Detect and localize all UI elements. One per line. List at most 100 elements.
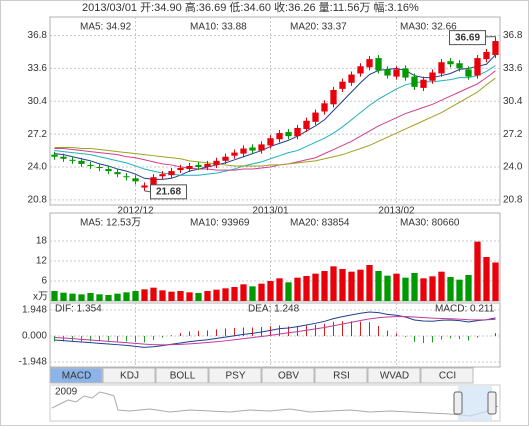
tab[interactable] [155, 367, 209, 384]
tab[interactable] [49, 367, 103, 384]
candle-body [357, 66, 364, 74]
candle-body [375, 58, 382, 71]
candle-body [438, 62, 445, 74]
callout-label: 21.68 [156, 186, 181, 197]
volume-bar [402, 277, 409, 301]
volume-bar [357, 269, 364, 301]
tab-label[interactable]: CCI [439, 371, 456, 382]
y-tick-label: 30.4 [28, 96, 48, 107]
legend-entry: DEA: 1.248 [248, 304, 300, 315]
volume-bar [294, 277, 301, 301]
candle-body [258, 144, 265, 151]
tab-label[interactable]: PSY [225, 371, 245, 382]
y-tick-label: 33.6 [28, 63, 48, 74]
volume-bar [78, 294, 85, 301]
candle-body [132, 178, 139, 182]
volume-bar [321, 271, 328, 301]
y-tick-label: 36.8 [503, 30, 523, 41]
navigator-line [51, 391, 499, 417]
legend-entry: MA10: 33.88 [190, 22, 247, 33]
candle-body [213, 160, 220, 165]
tab-label[interactable]: KDJ [120, 371, 139, 382]
legend-entry: MACD: 0.211 [435, 304, 495, 315]
y-tick-label: 0.000 [22, 331, 47, 342]
navigator-window[interactable] [458, 386, 492, 420]
volume-bar [60, 292, 67, 301]
candle-body [483, 51, 490, 60]
navigator-handle[interactable] [453, 391, 463, 415]
ma-line [54, 77, 496, 167]
candle-body [492, 41, 499, 56]
callout-line [144, 190, 151, 193]
volume-bar [114, 293, 121, 301]
macd-line [54, 311, 496, 348]
macd-frame [49, 302, 501, 368]
y-tick-label: 30.4 [503, 96, 523, 107]
candle-body [276, 133, 283, 140]
candle-body [123, 176, 130, 178]
legend-entry: DIF: 1.354 [55, 304, 102, 315]
volume-bar [348, 271, 355, 301]
volume-bar [240, 284, 247, 301]
tab[interactable] [261, 367, 315, 384]
volume-bar [186, 292, 193, 301]
candle-body [447, 61, 454, 65]
volume-bar [429, 276, 436, 301]
candle-body [168, 171, 175, 176]
candle-body [393, 69, 400, 77]
volume-bar [285, 282, 292, 301]
volume-bar [141, 289, 148, 301]
candle-body [87, 164, 94, 166]
volume-bar [375, 271, 382, 301]
volume-bar [222, 288, 229, 301]
candle-body [231, 152, 238, 156]
candle-body [222, 156, 229, 161]
tab-label[interactable]: RSI [333, 371, 350, 382]
tab-label[interactable]: OBV [278, 371, 299, 382]
y-tick-label: 12 [36, 256, 48, 267]
callout-label: 36.69 [455, 32, 480, 43]
candle-body [465, 69, 472, 77]
candle-body [96, 166, 103, 169]
y-tick-label: -1.948 [19, 357, 48, 368]
x-tick-label: 2013/01 [252, 206, 289, 217]
volume-bar [168, 291, 175, 301]
volume-bar [339, 269, 346, 301]
tab-label[interactable]: WVAD [380, 371, 409, 382]
tab[interactable] [314, 367, 368, 384]
volume-bar [159, 290, 166, 301]
volume-bar [438, 271, 445, 301]
candle-body [420, 79, 427, 88]
tab[interactable] [367, 367, 421, 384]
volume-bar [465, 275, 472, 301]
candle-body [411, 76, 418, 87]
volume-bar [150, 287, 157, 301]
tab-label[interactable]: MACD [62, 371, 91, 382]
y-tick-label: 1.948 [22, 305, 47, 316]
volume-bar [330, 266, 337, 301]
legend-entry: MA5: 34.92 [80, 22, 132, 33]
macd-line [54, 315, 496, 346]
volume-bar [51, 291, 58, 301]
candle-body [240, 148, 247, 154]
candle-body [285, 132, 292, 137]
volume-bar [96, 294, 103, 301]
tab[interactable] [208, 367, 262, 384]
tab-label[interactable]: BOLL [170, 371, 196, 382]
quote-header: 2013/03/01 开:34.90 高:36.69 低:34.60 收:36.… [82, 0, 419, 14]
candle-body [339, 81, 346, 89]
volume-bar [69, 293, 76, 301]
y-tick-label: 27.2 [503, 129, 523, 140]
volume-bar [204, 291, 211, 301]
candle-body [78, 160, 85, 164]
y-tick-label: 33.6 [503, 63, 523, 74]
tab[interactable] [102, 367, 156, 384]
unit-label: x万 [33, 292, 48, 303]
callout-box [449, 30, 486, 46]
candle-body [141, 185, 148, 188]
tab[interactable] [420, 367, 474, 384]
legend-entry: MA5: 12.53万 [80, 218, 141, 229]
volume-bar [492, 262, 499, 301]
navigator-handle[interactable] [487, 391, 497, 415]
